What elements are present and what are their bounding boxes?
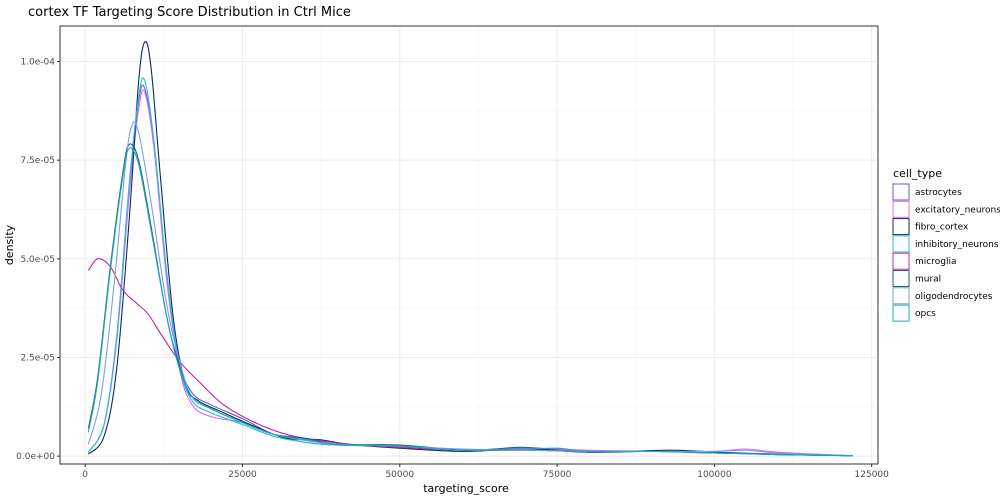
legend-item: excitatory_neurons xyxy=(892,200,1000,218)
legend-item: oligodendrocytes xyxy=(892,287,993,305)
chart-title: cortex TF Targeting Score Distribution i… xyxy=(28,5,351,20)
legend-label: microglia xyxy=(915,257,956,267)
legend-label: excitatory_neurons xyxy=(915,205,1000,215)
x-tick-label: 25000 xyxy=(228,470,257,480)
legend-label: oligodendrocytes xyxy=(915,292,993,302)
y-tick-label: 0.0e+00 xyxy=(16,452,55,462)
x-tick-label: 0 xyxy=(82,470,88,480)
density-curves xyxy=(87,40,853,457)
legend-title: cell_type xyxy=(893,167,942,180)
grid-lines xyxy=(60,26,878,464)
legend-label: opcs xyxy=(915,309,936,319)
x-tick-label: 100000 xyxy=(697,470,732,480)
x-axis-ticks: 0 25000 50000 75000 100000 125000 xyxy=(82,464,889,480)
x-tick-label: 125000 xyxy=(855,470,890,480)
legend-label: inhibitory_neurons xyxy=(915,240,999,250)
x-tick-label: 50000 xyxy=(385,470,414,480)
legend-key xyxy=(892,304,910,322)
legend-key xyxy=(892,252,910,270)
legend: cell_type astrocytes excitatory_neuronsfi… xyxy=(892,167,1000,322)
series-line-opcs xyxy=(87,147,853,457)
legend-key xyxy=(892,200,910,218)
x-tick-label: 75000 xyxy=(543,470,572,480)
legend-label: astrocytes xyxy=(915,188,962,198)
legend-item: microglia xyxy=(892,252,956,270)
legend-item: opcs xyxy=(892,304,936,322)
y-tick-label: 1.0e-04 xyxy=(20,58,55,68)
legend-key xyxy=(892,218,910,236)
plot-panel xyxy=(60,26,878,464)
legend-key xyxy=(892,270,910,287)
y-axis-title: density xyxy=(3,224,16,265)
y-axis-ticks: 0.0e+00 2.5e-05 5.0e-05 7.5e-05 1.0e-04 xyxy=(16,58,60,462)
legend-item: inhibitory_neurons xyxy=(892,235,999,253)
y-tick-label: 2.5e-05 xyxy=(20,353,55,363)
legend-key xyxy=(892,287,910,305)
legend-item: mural xyxy=(892,270,941,287)
plot-border xyxy=(59,25,879,465)
y-tick-label: 7.5e-05 xyxy=(20,156,55,166)
legend-item: fibro_cortex xyxy=(892,218,969,236)
legend-label: fibro_cortex xyxy=(915,223,969,233)
legend-key xyxy=(892,183,910,201)
x-axis-title: targeting_score xyxy=(423,482,509,495)
legend-item: astrocytes xyxy=(892,183,962,201)
y-tick-label: 5.0e-05 xyxy=(20,255,55,265)
legend-label: mural xyxy=(915,275,941,285)
legend-key xyxy=(892,235,910,253)
